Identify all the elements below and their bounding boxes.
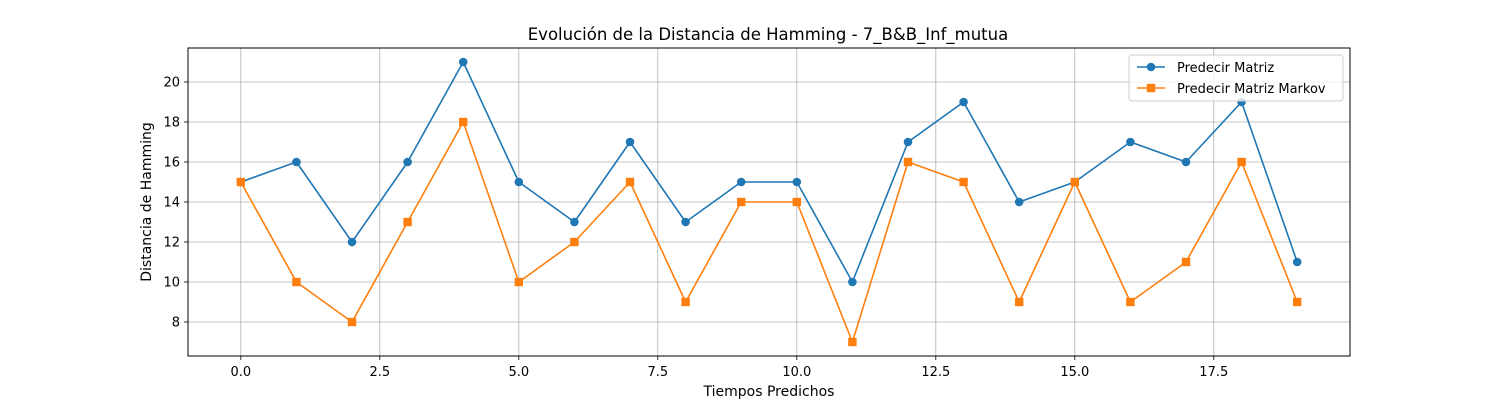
y-tick-label: 18 [163, 116, 180, 131]
data-point-predecir-matriz-markov [403, 217, 412, 227]
legend-marker-predecir-matriz [1146, 62, 1156, 72]
data-point-predecir-matriz-markov [459, 117, 468, 127]
y-axis-label: Distancia de Hamming [139, 122, 155, 282]
series-line-predecir-matriz-markov [240, 121, 1298, 343]
data-point-predecir-matriz-markov [236, 177, 246, 187]
legend-label-predecir-matriz-markov: Predecir Matriz Markov [1177, 82, 1326, 97]
y-tick-label: 16 [163, 156, 180, 171]
data-point-predecir-matriz-markov [848, 337, 857, 347]
x-axis-label: Tiempos Predichos [703, 384, 835, 400]
data-point-predecir-matriz-markov [625, 177, 635, 187]
data-point-predecir-matriz [514, 177, 524, 187]
data-point-predecir-matriz-markov [1070, 177, 1079, 187]
x-tick-label: 12.5 [921, 365, 950, 380]
series-layer [236, 57, 1302, 347]
data-point-predecir-matriz [347, 237, 357, 247]
legend-label-predecir-matriz: Predecir Matriz [1177, 61, 1274, 76]
data-point-predecir-matriz [1014, 197, 1024, 207]
legend-box [1128, 54, 1344, 102]
data-point-predecir-matriz [403, 157, 412, 167]
data-point-predecir-matriz-markov [347, 317, 357, 327]
x-tick-label: 2.5 [369, 365, 390, 380]
data-point-predecir-matriz-markov [959, 177, 968, 187]
chart-title: Evolución de la Distancia de Hamming - 7… [528, 25, 1008, 45]
y-tick-label: 8 [172, 316, 180, 331]
data-point-predecir-matriz [1292, 257, 1302, 267]
data-point-predecir-matriz-markov [1237, 157, 1246, 167]
legend: Predecir Matriz Predecir Matriz Markov [1128, 54, 1344, 102]
data-point-predecir-matriz-markov [737, 197, 746, 207]
x-tick-label: 0.0 [230, 365, 251, 380]
data-point-predecir-matriz [792, 177, 802, 187]
data-point-predecir-matriz-markov [514, 277, 524, 287]
data-point-predecir-matriz-markov [681, 297, 690, 307]
data-point-predecir-matriz-markov [292, 277, 301, 287]
x-tick-label: 5.0 [508, 365, 529, 380]
data-point-predecir-matriz [1181, 157, 1191, 167]
y-tick-label: 10 [163, 276, 180, 291]
data-point-predecir-matriz-markov [1014, 297, 1024, 307]
data-point-predecir-matriz-markov [792, 197, 801, 207]
data-point-predecir-matriz [625, 137, 635, 147]
data-point-predecir-matriz [848, 277, 857, 287]
data-point-predecir-matriz [681, 217, 690, 227]
y-tick-label: 20 [163, 76, 180, 91]
data-point-predecir-matriz [736, 177, 746, 187]
data-point-predecir-matriz [570, 217, 579, 227]
data-point-predecir-matriz [292, 157, 301, 167]
axis-ticks: 0.0 2.5 5.0 7.5 10.0 12.5 15.0 17.5 8 10 12 14 16 18 2… [163, 76, 1228, 381]
data-point-predecir-matriz-markov [570, 237, 579, 247]
x-tick-label: 17.5 [1199, 365, 1228, 380]
y-tick-label: 12 [163, 236, 180, 251]
x-tick-label: 10.0 [782, 365, 811, 380]
data-point-predecir-matriz [903, 137, 913, 147]
data-point-predecir-matriz-markov [1181, 257, 1191, 267]
data-point-predecir-matriz-markov [1292, 297, 1302, 307]
data-point-predecir-matriz [458, 57, 468, 67]
data-point-predecir-matriz [1126, 137, 1135, 147]
x-tick-label: 15.0 [1060, 365, 1089, 380]
series-line-predecir-matriz [240, 61, 1298, 283]
data-point-predecir-matriz [959, 97, 968, 107]
data-point-predecir-matriz-markov [903, 157, 913, 167]
x-tick-label: 7.5 [647, 365, 668, 380]
legend-marker-predecir-matriz-markov [1146, 83, 1156, 93]
data-point-predecir-matriz-markov [1126, 297, 1135, 307]
y-tick-label: 14 [163, 196, 180, 211]
